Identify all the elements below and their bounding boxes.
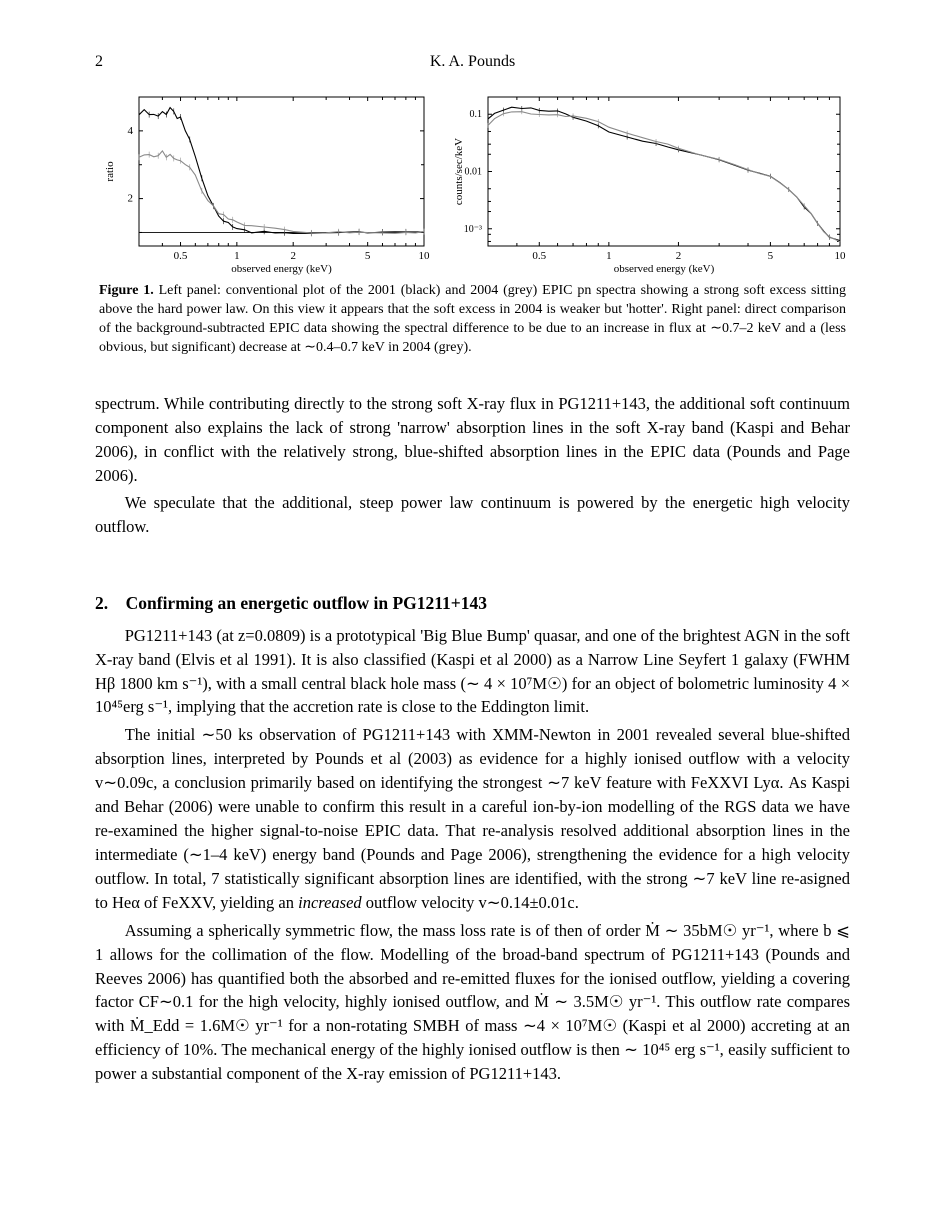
svg-text:0.01: 0.01 — [465, 167, 483, 178]
svg-text:2: 2 — [290, 250, 296, 262]
ratio-chart: 0.5 1 2 5 10 2 4 observed energy (keV) ratio — [97, 91, 432, 276]
svg-text:1: 1 — [234, 250, 240, 262]
svg-text:5: 5 — [768, 250, 774, 262]
figure-1-left-panel: 0.5 1 2 5 10 2 4 observed energy (keV) ratio — [97, 91, 432, 276]
counts-chart: 0.5 1 2 5 10 10⁻³ 0.01 0.1 observed energy (keV)… — [438, 91, 848, 276]
svg-text:10⁻³: 10⁻³ — [464, 224, 482, 235]
figure-1-right-panel: 0.5 1 2 5 10 10⁻³ 0.01 0.1 observed energy (keV)… — [438, 91, 848, 276]
svg-text:10: 10 — [419, 250, 431, 262]
svg-text:1: 1 — [606, 250, 612, 262]
body-paragraph: PG1211+143 (at z=0.0809) is a prototypic… — [95, 624, 850, 720]
figure-caption-text: Left panel: conventional plot of the 200… — [99, 283, 846, 355]
section-heading: 2. Confirming an energetic outflow in PG… — [95, 591, 850, 616]
page-number: 2 — [95, 50, 125, 73]
figure-1-panels: 0.5 1 2 5 10 2 4 observed energy (keV) ratio 0.5… — [95, 91, 850, 276]
page-header: 2 K. A. Pounds — [95, 50, 850, 73]
svg-text:2: 2 — [128, 193, 134, 205]
body-paragraph: Assuming a spherically symmetric flow, t… — [95, 919, 850, 1086]
svg-text:2: 2 — [676, 250, 682, 262]
running-author: K. A. Pounds — [125, 50, 820, 73]
svg-text:observed energy (keV): observed energy (keV) — [614, 263, 715, 275]
svg-text:10: 10 — [835, 250, 847, 262]
body-paragraph: spectrum. While contributing directly to… — [95, 392, 850, 488]
body-paragraph: The initial ∼50 ks observation of PG1211… — [95, 723, 850, 914]
body-paragraph: We speculate that the additional, steep … — [95, 491, 850, 539]
svg-text:0.5: 0.5 — [174, 250, 188, 262]
svg-text:0.1: 0.1 — [470, 109, 483, 120]
svg-text:ratio: ratio — [104, 161, 116, 182]
svg-text:0.5: 0.5 — [532, 250, 546, 262]
figure-label: Figure 1. — [99, 283, 154, 298]
figure-1-caption: Figure 1. Left panel: conventional plot … — [95, 282, 850, 358]
svg-text:4: 4 — [128, 125, 134, 137]
svg-text:5: 5 — [365, 250, 371, 262]
svg-text:observed energy (keV): observed energy (keV) — [231, 263, 332, 275]
svg-text:counts/sec/keV: counts/sec/keV — [453, 138, 465, 205]
